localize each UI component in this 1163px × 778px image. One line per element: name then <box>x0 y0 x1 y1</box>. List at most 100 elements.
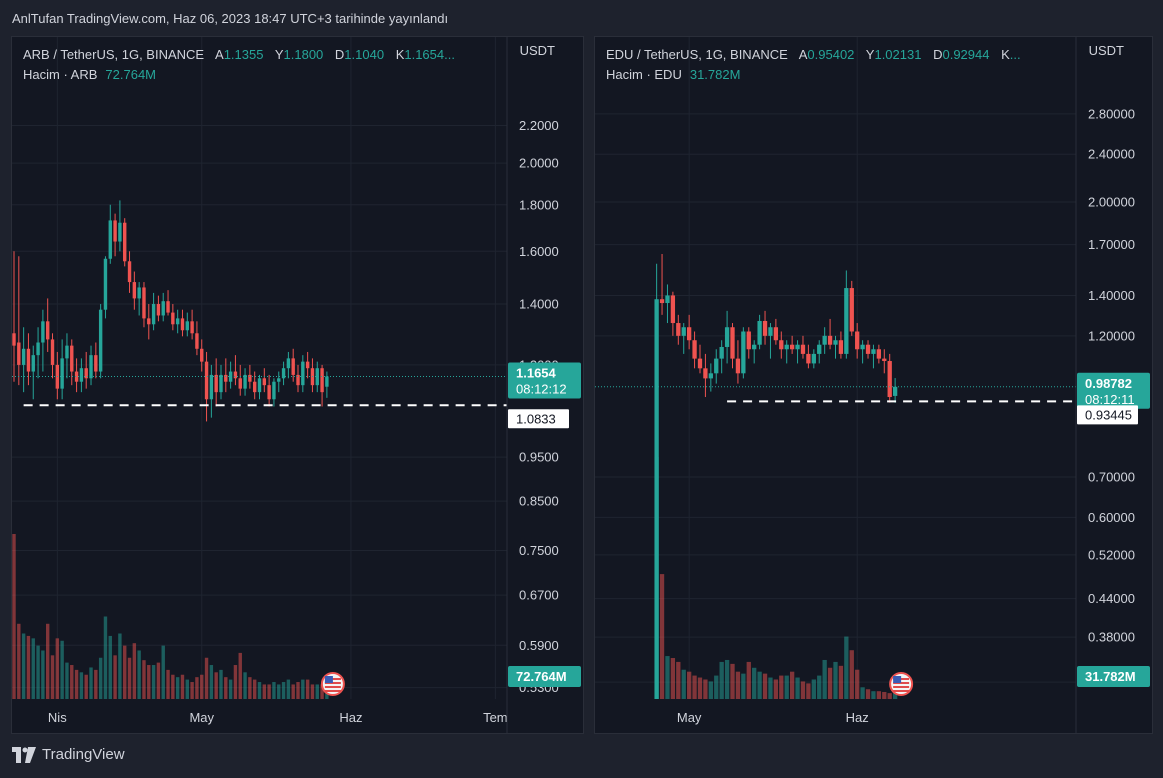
symbol-title[interactable]: ARB / TetherUS, 1G, BINANCE <box>23 47 205 62</box>
volume-bar <box>74 669 79 699</box>
ohlc-row: EDU / TetherUS, 1G, BINANCE A0.95402 Y1.… <box>606 45 1021 65</box>
candle-body <box>665 295 670 304</box>
x-tick-label: Nis <box>48 710 67 725</box>
open-value: 1.1355 <box>223 47 264 62</box>
volume-bar <box>79 672 84 699</box>
us-flag-icon <box>320 672 345 696</box>
volume-bar <box>320 684 324 699</box>
candle-body <box>166 301 170 313</box>
volume-row: Hacim · ARB 72.764M <box>23 65 455 85</box>
candle-body <box>180 318 185 331</box>
candle-body <box>800 344 806 354</box>
volume-bar <box>55 638 60 699</box>
candle-body <box>214 374 218 393</box>
candle-body <box>296 374 300 386</box>
candle-body <box>200 348 204 362</box>
volume-bar <box>89 667 93 699</box>
candle-body <box>817 344 822 354</box>
volume-row: Hacim · EDU 31.782M <box>606 65 1021 85</box>
volume-bar <box>301 679 305 699</box>
last-price-value: 1.1654 <box>516 365 557 380</box>
volume-bar <box>817 675 822 699</box>
candle-body <box>228 371 233 382</box>
low-label: D <box>334 47 345 62</box>
y-tick-label: 2.00000 <box>1088 195 1135 210</box>
volume-bar <box>286 679 291 699</box>
candle-body <box>779 340 784 350</box>
candle-body <box>692 340 697 359</box>
volume-bar <box>156 662 161 699</box>
high-value: 1.02131 <box>874 47 922 62</box>
candle-body <box>50 339 55 365</box>
candle-body <box>860 344 865 350</box>
y-tick-label: 0.60000 <box>1088 510 1135 525</box>
close-label: K <box>1001 47 1010 62</box>
candle-body <box>822 335 827 345</box>
footer-brand[interactable]: TradingView <box>12 746 125 763</box>
y-tick-label: 2.0000 <box>519 156 559 171</box>
candle-body <box>746 331 751 350</box>
candle-body <box>730 327 735 359</box>
volume-bar <box>752 667 757 699</box>
candle-body <box>123 222 127 262</box>
open-label: A <box>798 47 808 62</box>
volume-bar <box>60 640 64 699</box>
candle-body <box>103 258 108 310</box>
volume-bar <box>844 636 849 699</box>
candle-body <box>175 318 180 325</box>
volume-bar <box>773 679 779 699</box>
low-label: D <box>933 47 943 62</box>
last-price-badge <box>1077 372 1150 409</box>
volume-bar <box>697 677 703 699</box>
volume-bar <box>768 677 773 699</box>
volume-bar <box>876 691 882 699</box>
open-label: A <box>215 47 224 62</box>
y-tick-label: 2.80000 <box>1088 106 1135 121</box>
symbol-title[interactable]: EDU / TetherUS, 1G, BINANCE <box>606 47 788 62</box>
candle-body <box>768 327 773 336</box>
x-tick-label: May <box>189 710 214 725</box>
candle-body <box>752 344 757 350</box>
candle-body <box>156 304 161 316</box>
y-tick-label: 0.6700 <box>519 588 559 603</box>
volume-bar <box>692 675 697 699</box>
high-label: Y <box>865 47 875 62</box>
volume-bar <box>757 671 762 699</box>
volume-bar <box>161 645 165 699</box>
candle-body <box>286 358 291 369</box>
volume-badge <box>1077 666 1150 687</box>
volume-bar <box>224 677 228 699</box>
volume-bar <box>277 684 281 699</box>
volume-bar <box>142 660 146 699</box>
volume-bar <box>665 656 670 699</box>
level-badge <box>508 409 569 429</box>
x-tick-label: Haz <box>339 710 362 725</box>
candle-body <box>827 335 833 345</box>
volume-bar <box>113 655 117 699</box>
candle-body <box>305 361 310 369</box>
candle-body <box>12 333 16 346</box>
volume-bar <box>204 657 209 699</box>
y-tick-label: 1.40000 <box>1088 288 1135 303</box>
volume-bar <box>200 674 204 699</box>
volume-bar <box>45 623 50 699</box>
volume-bar <box>243 672 247 699</box>
candlestick-chart-edu[interactable]: 2.80000 2.40000 2.00000 1.70000 1.40000 1.200… <box>595 37 1153 734</box>
candle-body <box>876 349 882 359</box>
y-tick-label: 1.4000 <box>519 297 559 312</box>
published-title: AnlTufan TradingView.com, Haz 06, 2023 1… <box>12 11 449 26</box>
volume-bar <box>84 674 88 699</box>
candle-body <box>806 353 811 364</box>
volume-bar <box>882 691 887 699</box>
candle-body <box>118 222 122 242</box>
volume-bar <box>676 661 681 699</box>
open-value: 0.95402 <box>807 47 855 62</box>
candlestick-chart-arb[interactable]: 2.20002.00001.80001.60001.40001.20000.95… <box>12 37 584 734</box>
page-header: AnlTufan TradingView.com, Haz 06, 2023 1… <box>12 11 448 26</box>
y-tick-label: 1.6000 <box>519 244 559 259</box>
chart-panel-arb[interactable]: 2.20002.00001.80001.60001.40001.20000.95… <box>11 36 584 734</box>
x-tick-label: Haz <box>846 710 869 725</box>
candle-body <box>108 220 112 259</box>
chart-panel-edu[interactable]: 2.80000 2.40000 2.00000 1.70000 1.40000 1.200… <box>594 36 1153 734</box>
volume-bar <box>315 684 319 699</box>
